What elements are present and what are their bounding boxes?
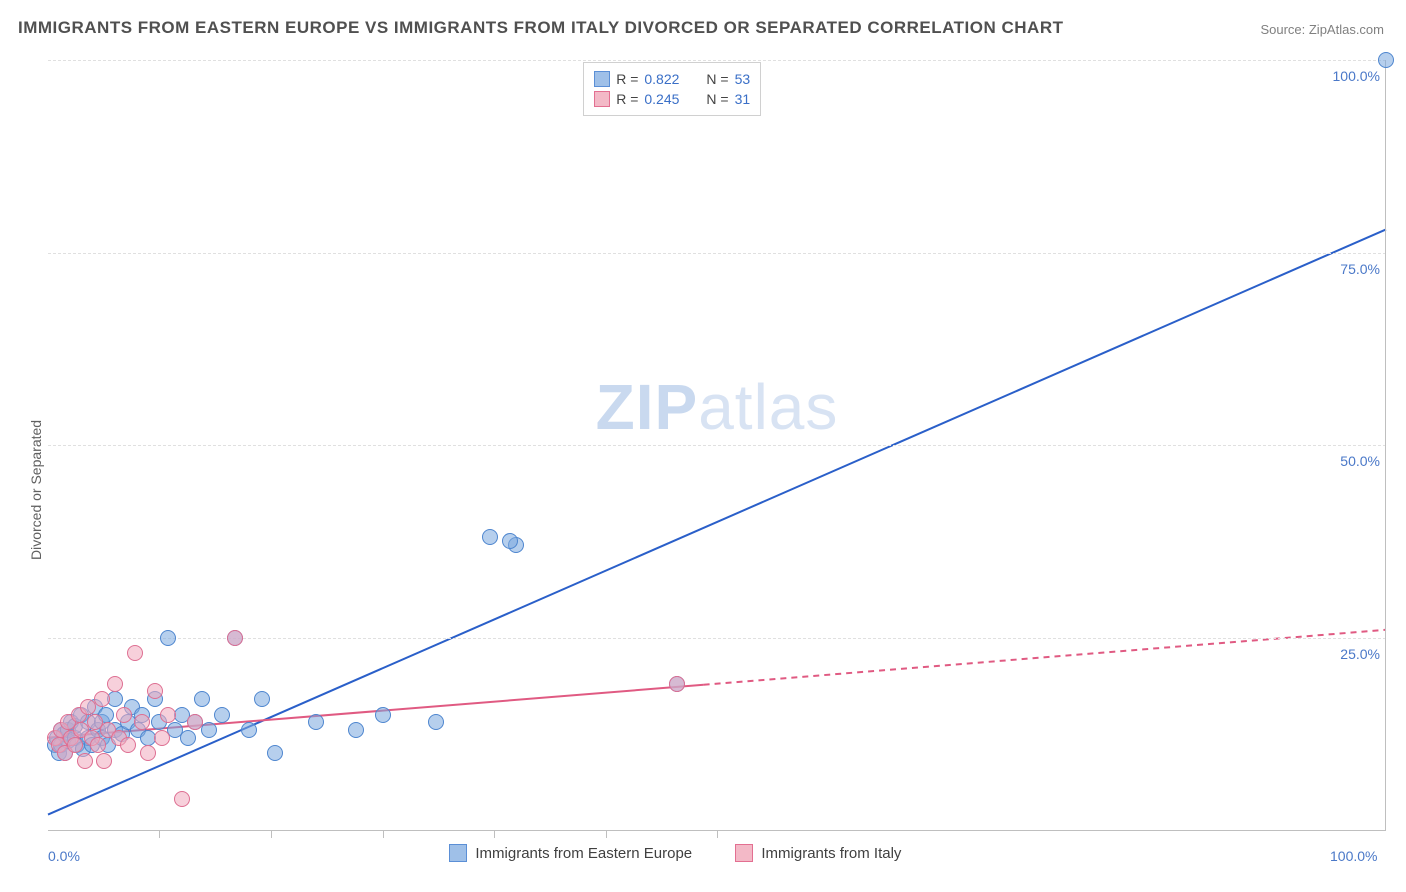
x-tick-mark [606, 830, 607, 838]
legend-swatch [735, 844, 753, 862]
stat-n-value: 31 [735, 89, 751, 109]
data-point-italy [174, 791, 190, 807]
data-point-eastern_europe [267, 745, 283, 761]
y-tick-label: 50.0% [1340, 453, 1380, 469]
data-point-italy [669, 676, 685, 692]
data-point-italy [116, 707, 132, 723]
data-point-eastern_europe [254, 691, 270, 707]
stat-r-label: R = [616, 69, 638, 89]
legend-label: Immigrants from Eastern Europe [475, 845, 692, 862]
legend-item-0: Immigrants from Eastern Europe [449, 844, 692, 862]
data-point-italy [77, 753, 93, 769]
grid-line [48, 638, 1386, 639]
data-point-italy [120, 737, 136, 753]
data-point-italy [140, 745, 156, 761]
legend-swatch [449, 844, 467, 862]
stat-row-0: R = 0.822 N = 53 [594, 69, 750, 89]
x-tick-mark [717, 830, 718, 838]
data-point-eastern_europe [241, 722, 257, 738]
data-point-italy [187, 714, 203, 730]
y-tick-label: 100.0% [1333, 68, 1380, 84]
y-axis-label: Divorced or Separated [28, 420, 44, 560]
data-point-italy [154, 730, 170, 746]
data-point-eastern_europe [502, 533, 518, 549]
data-point-italy [96, 753, 112, 769]
x-tick-mark [494, 830, 495, 838]
source-attribution: Source: ZipAtlas.com [1260, 22, 1384, 37]
x-tick-mark [159, 830, 160, 838]
data-point-italy [147, 683, 163, 699]
data-point-eastern_europe [194, 691, 210, 707]
legend-item-1: Immigrants from Italy [735, 844, 901, 862]
data-point-italy [134, 714, 150, 730]
stat-row-1: R = 0.245 N = 31 [594, 89, 750, 109]
stat-swatch [594, 71, 610, 87]
legend-label: Immigrants from Italy [761, 845, 901, 862]
data-point-italy [94, 691, 110, 707]
data-point-eastern_europe [201, 722, 217, 738]
grid-line [48, 60, 1386, 61]
stat-r-value: 0.245 [644, 89, 692, 109]
x-max-label: 100.0% [1330, 848, 1377, 864]
source-label: Source: [1260, 22, 1308, 37]
data-point-eastern_europe [214, 707, 230, 723]
data-point-eastern_europe [482, 529, 498, 545]
source-name: ZipAtlas.com [1309, 22, 1384, 37]
data-point-italy [127, 645, 143, 661]
grid-line [48, 445, 1386, 446]
data-point-eastern_europe [308, 714, 324, 730]
x-origin-label: 0.0% [48, 848, 80, 864]
stat-r-label: R = [616, 89, 638, 109]
x-tick-mark [383, 830, 384, 838]
y-tick-label: 25.0% [1340, 646, 1380, 662]
data-point-italy [160, 707, 176, 723]
data-point-eastern_europe [1378, 52, 1394, 68]
data-point-italy [227, 630, 243, 646]
data-point-eastern_europe [180, 730, 196, 746]
y-axis-line [1385, 60, 1386, 830]
data-point-eastern_europe [348, 722, 364, 738]
stat-n-label: N = [706, 89, 728, 109]
data-point-eastern_europe [160, 630, 176, 646]
stat-n-label: N = [706, 69, 728, 89]
data-point-italy [90, 737, 106, 753]
stat-swatch [594, 91, 610, 107]
stat-n-value: 53 [735, 69, 751, 89]
scatter-plot-area: ZIPatlas 25.0%50.0%75.0%100.0% [48, 60, 1386, 830]
correlation-stats-box: R = 0.822 N = 53 R = 0.245 N = 31 [583, 62, 761, 116]
data-point-italy [107, 676, 123, 692]
chart-title: IMMIGRANTS FROM EASTERN EUROPE VS IMMIGR… [18, 18, 1064, 38]
y-tick-label: 75.0% [1340, 261, 1380, 277]
stat-r-value: 0.822 [644, 69, 692, 89]
x-tick-mark [271, 830, 272, 838]
grid-line [48, 253, 1386, 254]
data-point-italy [67, 737, 83, 753]
data-point-eastern_europe [375, 707, 391, 723]
data-point-eastern_europe [428, 714, 444, 730]
